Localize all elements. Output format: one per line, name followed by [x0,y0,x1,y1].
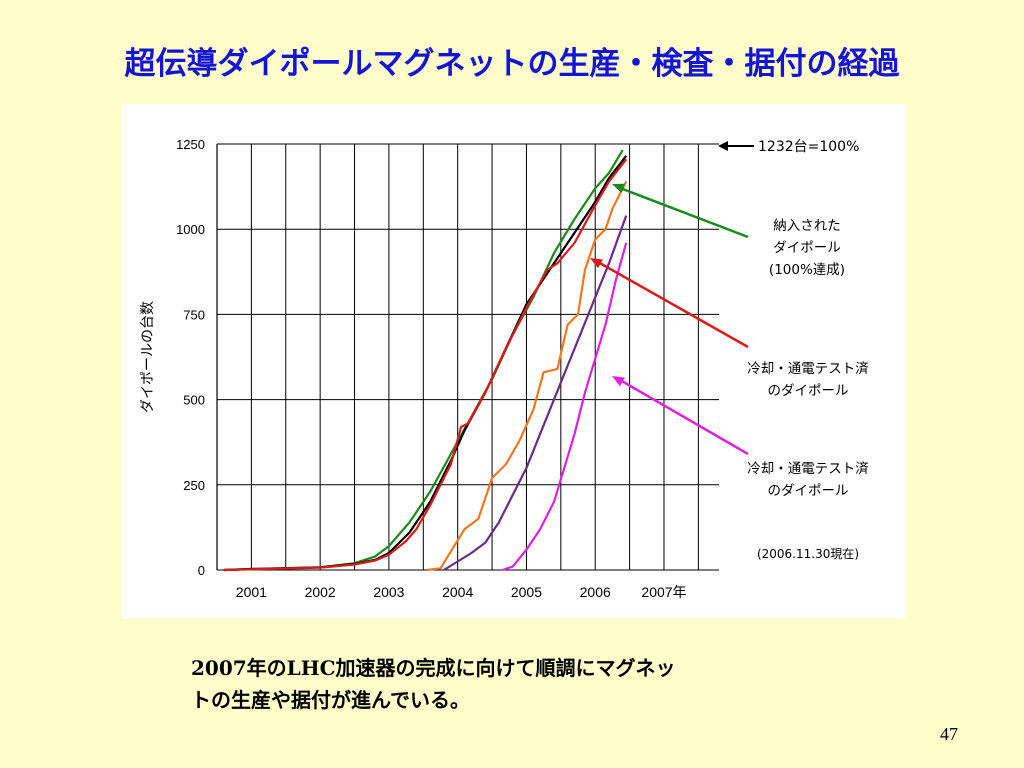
annotation-arrow-red [597,260,749,349]
x-tick-label: 2007年 [641,584,686,600]
series-line-red [223,158,628,572]
y-tick-label: 750 [183,307,205,322]
annotation-arrowhead-green [612,183,625,194]
annotation-arrowhead-red [590,258,603,269]
x-tick-label: 2002 [305,584,336,600]
annotation-arrowhead-magenta [612,376,625,387]
annotation-text-green: ダイポール [773,240,841,256]
annotation-text-red: のダイポール [768,383,849,399]
page-number: 47 [940,724,958,744]
slide-caption: 2007年のLHC加速器の完成に向けて順調にマグネッ トの生産や据付が進んでいる… [191,652,851,716]
y-tick-label: 1250 [176,137,205,152]
line-chart: 0 250 500 750 1000 1250 2001 2002 2003 2004 2005 20… [140,137,869,600]
chart-panel: 0 250 500 750 1000 1250 2001 2002 2003 2004 2005 20… [122,104,906,619]
annotation-text-green: (100%達成) [769,262,845,278]
annotation-text-magenta: のダイポール [768,483,849,499]
series-line-black [223,155,628,572]
x-tick-label: 2004 [442,584,473,600]
date-note: (2006.11.30現在) [757,547,859,561]
x-tick-label: 2005 [511,584,542,600]
series-line-orange [426,181,628,572]
y-tick-label: 1000 [176,222,205,237]
y-axis-label: ダイポールの台数 [140,301,156,413]
annotation-text-magenta: 冷却・通電テスト済 [747,461,869,477]
annotation-arrow-magenta [619,378,749,456]
target-label: 1232台=100% [758,139,859,155]
series-line-magenta [502,242,628,572]
y-tick-label: 250 [183,478,205,493]
y-tick-label: 500 [183,393,205,408]
x-tick-label: 2001 [236,584,267,600]
caption-line-2: トの生産や据付が進んでいる。 [191,688,470,712]
slide-title: 超伝導ダイポールマグネットの生産・検査・据付の経過 [124,46,900,82]
annotation-text-green: 納入された [773,218,841,234]
x-tick-label: 2003 [373,584,404,600]
target-arrow-head [718,141,728,151]
caption-line-1: 2007年のLHC加速器の完成に向けて順調にマグネッ [191,656,676,680]
x-tick-label: 2006 [580,584,611,600]
annotation-arrow-green [619,186,749,239]
annotation-text-red: 冷却・通電テスト済 [747,361,869,377]
series-line-purple [443,215,628,571]
y-tick-label: 0 [198,563,205,578]
